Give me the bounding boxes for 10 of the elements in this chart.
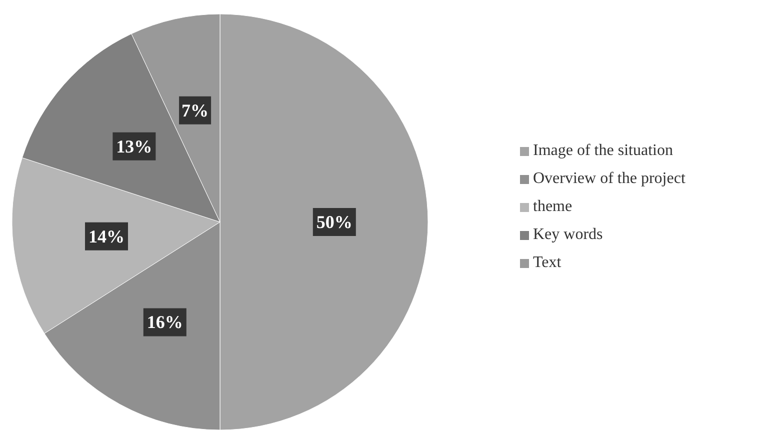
legend-label: Overview of the project: [533, 170, 686, 188]
data-label: 13%: [116, 136, 152, 156]
legend-label: Text: [533, 254, 562, 272]
legend-label: Image of the situation: [533, 142, 673, 160]
data-label: 14%: [88, 226, 124, 246]
data-label: 50%: [316, 212, 352, 232]
legend-label: Key words: [533, 226, 603, 244]
data-label: 7%: [182, 100, 209, 120]
legend-label: theme: [533, 198, 572, 216]
data-label: 16%: [146, 312, 183, 332]
